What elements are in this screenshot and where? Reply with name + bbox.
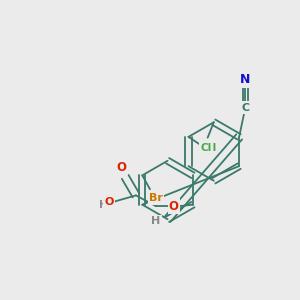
Text: O: O [104, 197, 114, 207]
Text: Cl: Cl [206, 143, 217, 153]
Text: N: N [240, 74, 250, 86]
Text: O: O [116, 161, 126, 174]
Text: H: H [152, 216, 161, 226]
Text: H: H [99, 200, 108, 210]
Text: Br: Br [149, 194, 163, 203]
Text: O: O [169, 200, 179, 213]
Text: C: C [241, 103, 249, 112]
Text: Cl: Cl [200, 143, 212, 153]
